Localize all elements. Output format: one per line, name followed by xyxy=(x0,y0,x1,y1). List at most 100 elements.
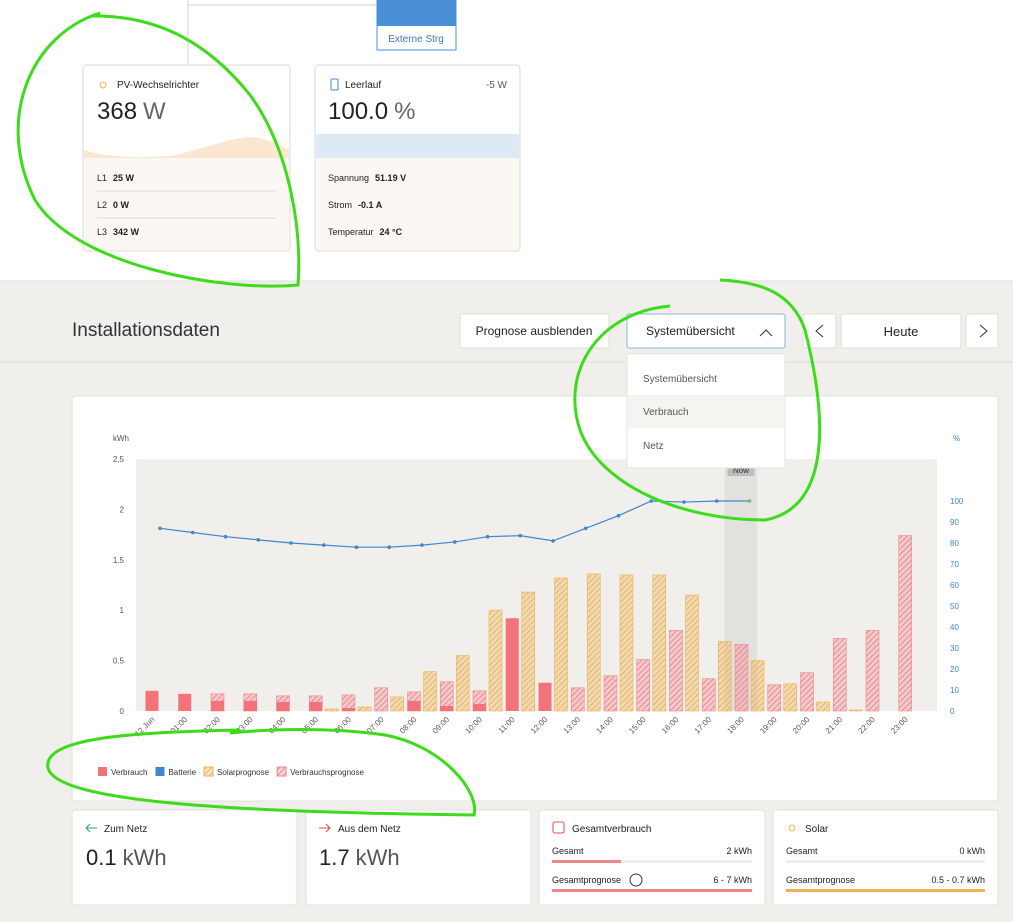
legend-swatch xyxy=(98,767,107,776)
bar xyxy=(669,630,683,712)
y2-tick-label: 20 xyxy=(950,665,959,674)
forecast-button-label: Prognose ausblenden xyxy=(476,324,593,338)
battery-value: 100.0% xyxy=(328,98,415,125)
battery-power: -5 W xyxy=(486,80,508,91)
battery-point xyxy=(354,545,359,549)
progress-bar xyxy=(552,889,752,892)
bar xyxy=(505,618,519,711)
info-icon[interactable] xyxy=(629,873,643,887)
row-label: L1 xyxy=(97,173,107,183)
progress-track xyxy=(552,860,752,863)
bar xyxy=(357,706,372,712)
battery-point xyxy=(223,534,228,539)
bar xyxy=(521,591,536,712)
battery-point xyxy=(190,530,195,535)
summary-title: Solar xyxy=(805,824,829,835)
battery-point xyxy=(649,499,654,503)
top-section: Externe Strg PV-Wechselrichter 368 W Leer… xyxy=(82,0,521,252)
y2-tick-label: 90 xyxy=(950,518,959,527)
bar xyxy=(488,609,503,712)
summary-title: Zum Netz xyxy=(104,824,147,835)
section-title: Installationsdaten xyxy=(72,320,220,341)
progress-track xyxy=(786,860,985,863)
y2-tick-label: 0 xyxy=(950,707,955,716)
bar xyxy=(276,701,290,711)
row-label: Gesamt xyxy=(552,846,584,856)
prev-button[interactable] xyxy=(802,313,837,349)
chevron-left xyxy=(815,324,824,338)
row-value: 24 °C xyxy=(380,227,403,237)
y-tick-label: 1.5 xyxy=(113,556,125,565)
bar xyxy=(473,703,486,711)
next-button[interactable] xyxy=(965,313,999,349)
today-button[interactable] xyxy=(840,313,962,349)
bar xyxy=(832,638,847,712)
progress-bar xyxy=(786,889,985,892)
menu-item[interactable]: Systemübersicht xyxy=(643,374,717,385)
battery-sparkline xyxy=(316,134,519,158)
y2-tick-label: 50 xyxy=(950,602,959,611)
row-value: 0.5 - 0.7 kWh xyxy=(931,875,985,885)
y-tick-label: 1 xyxy=(120,606,125,615)
value: 1.7 xyxy=(319,845,350,870)
row-value: 2 kWh xyxy=(726,846,752,856)
bar xyxy=(324,708,339,712)
bar xyxy=(455,655,470,712)
bar xyxy=(243,700,257,711)
bar xyxy=(603,675,618,712)
sun-icon xyxy=(788,824,796,832)
bar xyxy=(342,707,355,711)
legend-swatch xyxy=(276,766,287,777)
battery-point xyxy=(256,538,261,542)
row-value: 0 kWh xyxy=(959,846,985,856)
bar xyxy=(865,630,880,712)
bar xyxy=(145,690,159,711)
summary-value: 1.7 kWh xyxy=(319,845,400,870)
unit: W xyxy=(143,98,166,125)
bar xyxy=(685,594,699,712)
pv-sparkline xyxy=(84,137,289,158)
y2-tick-label: 10 xyxy=(950,686,959,695)
row-value: 51.19 V xyxy=(375,173,406,183)
now-label: Now xyxy=(733,466,749,475)
dropdown-label: Systemübersicht xyxy=(646,324,735,338)
row-label: L2 xyxy=(97,200,107,210)
legend-label: Batterie xyxy=(168,768,196,777)
menu-item[interactable]: Verbrauch xyxy=(643,407,689,418)
row-label: Gesamtprognose xyxy=(786,875,855,885)
summary-title: Aus dem Netz xyxy=(338,824,401,835)
arrow-icon xyxy=(85,823,97,833)
bar xyxy=(783,683,798,712)
battery-point xyxy=(518,533,523,538)
bar xyxy=(390,696,405,712)
unit: kWh xyxy=(123,845,167,870)
external-box-head xyxy=(377,0,456,26)
summary-card xyxy=(772,809,999,906)
y2-tick-label: 60 xyxy=(950,581,959,590)
bar xyxy=(586,573,601,712)
bar xyxy=(701,678,716,712)
bar xyxy=(211,700,224,711)
unit: % xyxy=(394,98,415,125)
bar xyxy=(734,644,749,712)
y-tick-label: 2 xyxy=(120,505,125,514)
menu-item[interactable]: Netz xyxy=(643,441,664,452)
summary-card xyxy=(538,809,766,906)
battery-point xyxy=(747,499,752,503)
sun-icon xyxy=(99,81,107,89)
legend-label: Verbrauch xyxy=(111,768,147,777)
bar xyxy=(898,535,913,712)
bar xyxy=(816,701,830,712)
view-dropdown[interactable] xyxy=(626,313,786,349)
row-value: -0.1 A xyxy=(358,200,383,210)
bar xyxy=(717,641,732,712)
row-label: Strom xyxy=(328,200,352,210)
row-label: L3 xyxy=(97,227,107,237)
chevron-up xyxy=(759,329,773,337)
summary: Zum Netz 0.1 kWh Aus dem Netz 1.7 kWh Gesa… xyxy=(71,809,999,906)
bar xyxy=(619,574,634,712)
row-value: 25 W xyxy=(113,173,135,183)
annotation-circle xyxy=(46,728,477,817)
